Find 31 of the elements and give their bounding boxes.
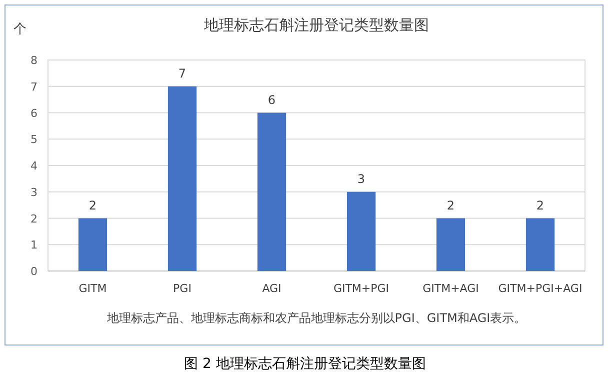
y-tick-label: 2 xyxy=(30,212,38,226)
data-label: 2 xyxy=(88,198,97,212)
bar xyxy=(436,218,466,271)
y-tick-label: 6 xyxy=(30,106,38,120)
bar xyxy=(526,218,555,271)
data-label: 6 xyxy=(268,92,276,107)
chart-title: 地理标志石斛注册登记类型数量图 xyxy=(203,16,429,34)
bar xyxy=(257,112,286,271)
data-label: 3 xyxy=(357,172,366,186)
bar xyxy=(346,192,376,271)
bar xyxy=(168,86,197,271)
y-tick-label: 3 xyxy=(30,186,38,199)
x-tick-label: GITM+PGI xyxy=(333,282,390,295)
x-tick-label: PGI xyxy=(173,282,192,295)
bar xyxy=(78,218,108,271)
y-axis-title: 个 xyxy=(14,22,26,37)
data-label: 2 xyxy=(536,198,544,212)
y-tick-label: 8 xyxy=(30,54,38,67)
x-tick-label: AGI xyxy=(262,282,282,295)
data-label: 7 xyxy=(178,66,186,80)
x-tick-label: GITM+PGI+AGI xyxy=(498,282,582,295)
y-tick-label: 5 xyxy=(30,133,38,146)
y-tick-label: 4 xyxy=(30,160,38,172)
y-tick-label: 1 xyxy=(30,238,38,252)
y-tick-label: 7 xyxy=(30,80,38,94)
data-label: 2 xyxy=(446,198,455,212)
x-tick-label: GITM xyxy=(78,282,107,295)
y-tick-label: 0 xyxy=(30,265,38,278)
x-tick-label: GITM+AGI xyxy=(422,282,479,295)
text: 地理标志产品、地理标志商标和农产品地理标志分别以PGI、GITM和AGI表示。 xyxy=(106,311,526,325)
caption: 图 2 地理标志石斛注册登记类型数量图 xyxy=(184,356,426,372)
